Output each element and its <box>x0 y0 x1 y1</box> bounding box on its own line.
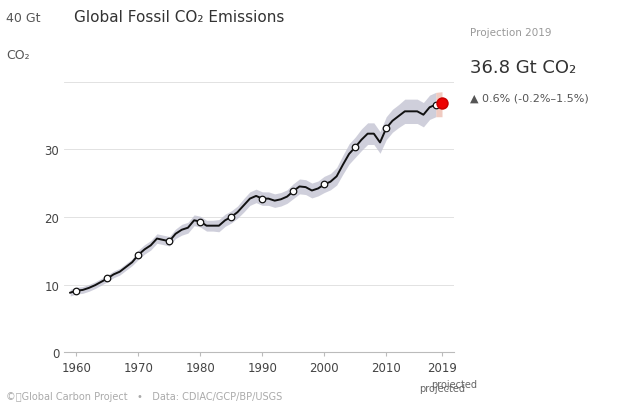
Text: projected: projected <box>431 379 477 389</box>
Point <box>437 101 447 107</box>
Text: ▲ 0.6% (-0.2%–1.5%): ▲ 0.6% (-0.2%–1.5%) <box>470 93 589 103</box>
Point <box>102 275 113 282</box>
Point <box>195 219 205 225</box>
Text: ©ⓄGlobal Carbon Project   •   Data: CDIAC/GCP/BP/USGS: ©ⓄGlobal Carbon Project • Data: CDIAC/GC… <box>6 391 283 401</box>
Text: Global Fossil CO₂ Emissions: Global Fossil CO₂ Emissions <box>74 10 284 25</box>
Text: CO₂: CO₂ <box>6 49 30 62</box>
Point <box>350 145 360 151</box>
Text: Projection 2019: Projection 2019 <box>470 28 552 38</box>
Point <box>164 239 175 245</box>
Point <box>133 252 143 258</box>
Point <box>319 182 330 188</box>
Point <box>226 214 236 221</box>
Text: projected: projected <box>419 383 465 393</box>
Point <box>431 102 441 109</box>
Text: 40 Gt: 40 Gt <box>6 12 41 25</box>
Point <box>257 196 268 202</box>
Point <box>288 188 298 195</box>
Text: 36.8 Gt CO₂: 36.8 Gt CO₂ <box>470 59 577 77</box>
Point <box>381 126 391 132</box>
Point <box>71 288 81 294</box>
